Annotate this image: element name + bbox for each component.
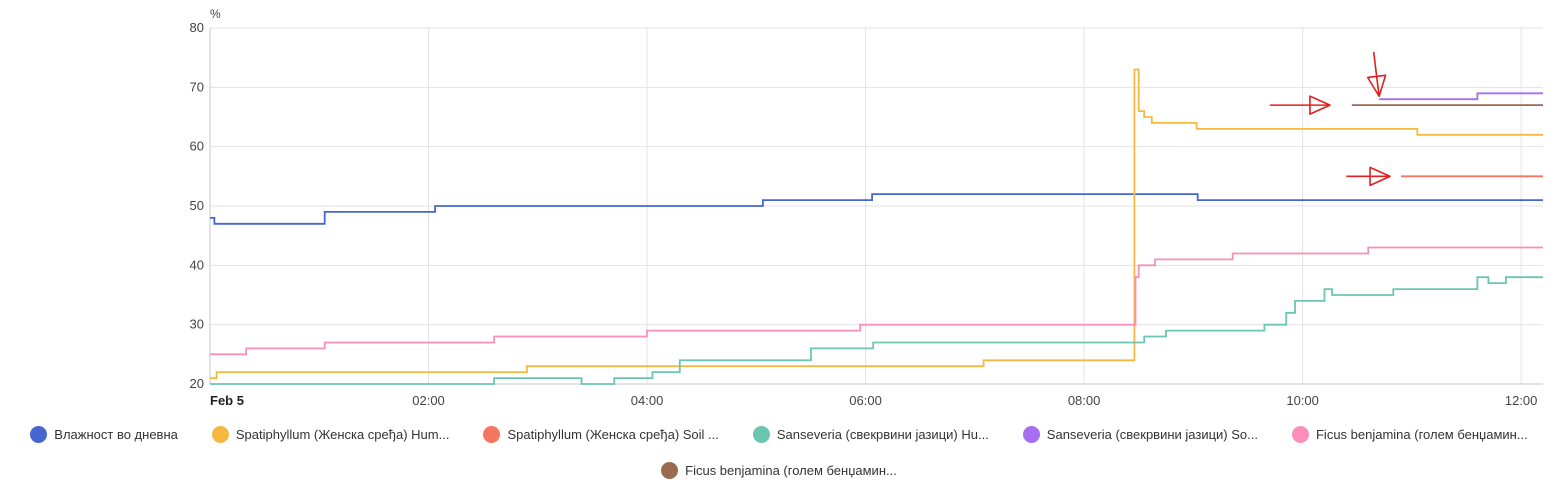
y-tick-label: 50 bbox=[190, 198, 204, 213]
legend-label: Spatiphyllum (Женска сређа) Soil ... bbox=[507, 426, 719, 442]
legend-swatch bbox=[483, 425, 501, 443]
x-tick-label: 12:00 bbox=[1505, 393, 1538, 408]
y-tick-label: 80 bbox=[190, 20, 204, 35]
arrow-head bbox=[1309, 95, 1331, 115]
x-tick-label: 04:00 bbox=[631, 393, 664, 408]
series-line-1 bbox=[210, 193, 1543, 225]
arrow-head bbox=[1369, 166, 1391, 187]
legend-item-5[interactable]: Sanseveria (свекрвини јазици) So... bbox=[1022, 425, 1258, 443]
y-tick-label: 70 bbox=[190, 79, 204, 94]
line-chart: 20 30 40 50 60 70 80 Feb 5 02:00 04:00 06:00 08:00 1… bbox=[190, 7, 1543, 408]
series-layer bbox=[210, 68, 1543, 385]
axes: 20 30 40 50 60 70 80 Feb 5 02:00 04:00 06:00 08:00 1… bbox=[190, 7, 1543, 408]
series-line-6 bbox=[210, 246, 1543, 356]
legend-row: Ficus benjamina (голем бенџамин... bbox=[0, 454, 1558, 486]
x-tick-label: 10:00 bbox=[1286, 393, 1319, 408]
legend-item-3[interactable]: Spatiphyllum (Женска сређа) Soil ... bbox=[483, 425, 719, 443]
y-tick-label: 60 bbox=[190, 139, 204, 154]
grid bbox=[209, 27, 1543, 385]
y-tick-label: 20 bbox=[190, 376, 204, 391]
legend-swatch bbox=[661, 461, 679, 479]
legend-label: Spatiphyllum (Женска сређа) Hum... bbox=[235, 426, 450, 442]
legend-label: Sanseveria (свекрвини јазици) Hu... bbox=[776, 426, 989, 442]
arrow-shaft bbox=[1372, 51, 1380, 97]
legend-item-2[interactable]: Spatiphyllum (Женска сређа) Hum... bbox=[211, 425, 450, 443]
legend-item-1[interactable]: Влажност во дневна bbox=[30, 425, 178, 443]
annotation-layer bbox=[1269, 51, 1391, 187]
legend-label: Ficus benjamina (голем бенџамин... bbox=[1315, 426, 1528, 442]
legend-swatch bbox=[30, 425, 48, 443]
legend-label: Sanseveria (свекрвини јазици) So... bbox=[1046, 426, 1258, 442]
legend-label: Ficus benjamina (голем бенџамин... bbox=[685, 462, 897, 478]
x-tick-label: 02:00 bbox=[412, 393, 445, 408]
series-line-2 bbox=[210, 68, 1543, 379]
arrow-annotation-1 bbox=[1269, 95, 1331, 115]
y-tick-label: 40 bbox=[190, 257, 204, 272]
legend-item-4[interactable]: Sanseveria (свекрвини јазици) Hu... bbox=[752, 425, 989, 443]
legend-swatch bbox=[211, 425, 229, 443]
y-axis-unit-label: % bbox=[210, 7, 221, 21]
legend-swatch bbox=[752, 425, 770, 443]
legend: Влажност во дневна Spatiphyllum (Женска с… bbox=[0, 418, 1558, 486]
legend-row: Влажност во дневна Spatiphyllum (Женска с… bbox=[0, 418, 1558, 450]
legend-item-7[interactable]: Ficus benjamina (голем бенџамин... bbox=[661, 461, 897, 479]
arrow-annotation-3 bbox=[1346, 166, 1391, 187]
series-line-4 bbox=[210, 276, 1543, 385]
x-tick-label: 08:00 bbox=[1068, 393, 1101, 408]
legend-swatch bbox=[1291, 425, 1309, 443]
x-tick-label: 06:00 bbox=[849, 393, 882, 408]
legend-swatch bbox=[1022, 425, 1040, 443]
legend-label: Влажност во дневна bbox=[54, 426, 178, 442]
y-tick-label: 30 bbox=[190, 317, 204, 332]
legend-item-6[interactable]: Ficus benjamina (голем бенџамин... bbox=[1291, 425, 1528, 443]
x-tick-label: Feb 5 bbox=[210, 393, 244, 408]
arrow-annotation-2 bbox=[1366, 51, 1387, 98]
arrow-head bbox=[1366, 74, 1387, 98]
series-line-5 bbox=[1379, 92, 1543, 101]
